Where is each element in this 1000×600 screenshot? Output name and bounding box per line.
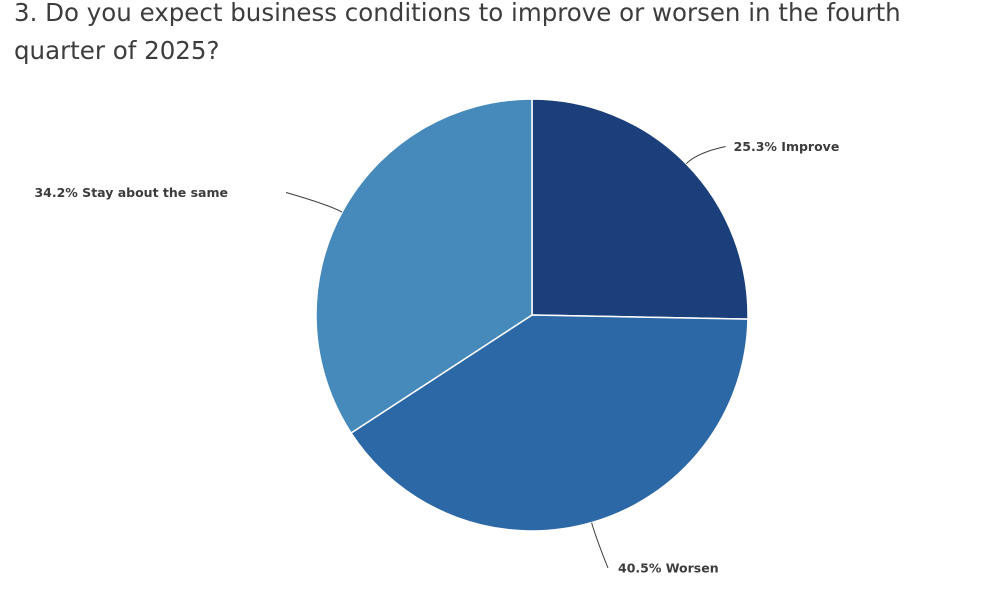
leader-line-stay-about-the-same [285, 192, 343, 213]
chart-title: 3. Do you expect business conditions to … [14, 0, 901, 65]
leader-line-worsen [591, 522, 609, 569]
pie-slice-improve [531, 98, 749, 320]
pie-slices [315, 98, 749, 532]
slice-label-stay-about-the-same: 34.2% Stay about the same [34, 185, 228, 200]
slice-label-improve: 25.3% Improve [734, 139, 840, 154]
leader-line-improve [685, 146, 726, 165]
pie-leader-lines [285, 146, 726, 569]
slice-label-worsen: 40.5% Worsen [618, 561, 719, 576]
pie-labels: 25.3% Improve 40.5% Worsen 34.2% Stay abou… [34, 139, 839, 576]
